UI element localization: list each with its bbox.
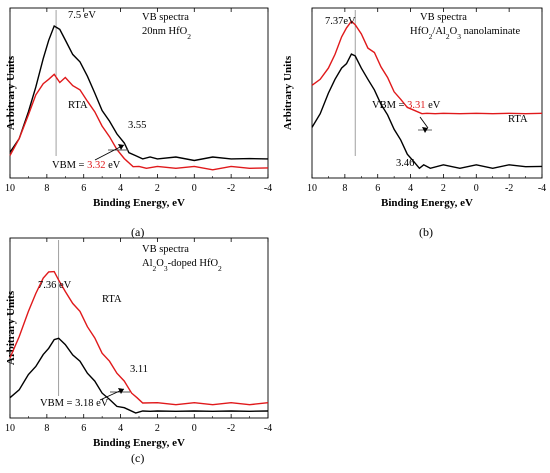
x-axis-title: Binding Energy, eV bbox=[381, 197, 473, 209]
x-tick-label: 10 bbox=[5, 183, 15, 194]
x-tick-label: 8 bbox=[44, 423, 49, 434]
plot-frame bbox=[9, 7, 269, 179]
x-tick-label: 6 bbox=[81, 183, 86, 194]
x-axis-title: Binding Energy, eV bbox=[93, 197, 185, 209]
x-tick-label: 6 bbox=[375, 183, 380, 194]
x-tick-label: -2 bbox=[505, 183, 513, 194]
panel-a: 10 8 6 4 2 0 -2 -4 Binding Energy, eV Arbitrary U… bbox=[5, 7, 272, 239]
peak-energy-label: 7.37eV bbox=[325, 16, 356, 27]
series-line-as-deposited bbox=[9, 24, 269, 162]
vbm-label: VBM = 3.32 eV bbox=[52, 160, 121, 171]
rta-label: RTA bbox=[68, 100, 88, 111]
x-tick-label: 0 bbox=[192, 423, 197, 434]
panel-letter: (c) bbox=[131, 451, 144, 465]
x-tick-label: 0 bbox=[192, 183, 197, 194]
peak-energy-label: 7.5 eV bbox=[68, 10, 96, 21]
rta-label: RTA bbox=[508, 114, 528, 125]
x-tick-label: 8 bbox=[342, 183, 347, 194]
x-tick-label: -2 bbox=[227, 423, 235, 434]
vbm-arrow-head bbox=[118, 388, 124, 394]
y-axis-title: Arbitrary Units bbox=[5, 290, 17, 365]
panel-b: 10 8 6 4 2 0 -2 -4 Binding Energy, eV Arbitrary U… bbox=[282, 7, 546, 239]
chart-text-line-2: Al2O3-doped HfO2 bbox=[142, 258, 222, 273]
chart-text-line-1: VB spectra bbox=[142, 244, 189, 255]
panel-letter: (b) bbox=[419, 225, 433, 239]
x-tick-label: 4 bbox=[118, 423, 123, 434]
plot-frame bbox=[9, 237, 269, 419]
vbm-label: VBM = 3.18 eV bbox=[40, 398, 109, 409]
y-axis-title: Arbitrary Units bbox=[5, 55, 17, 130]
chart-text-line-1: VB spectra bbox=[420, 12, 467, 23]
x-tick-label: -4 bbox=[264, 183, 272, 194]
x-tick-label: -4 bbox=[538, 183, 546, 194]
series-line-as-deposited bbox=[311, 53, 543, 170]
chart-text-line-2: 20nm HfO2 bbox=[142, 26, 191, 41]
onset-label: 3.55 bbox=[128, 120, 146, 131]
series-line-rta bbox=[9, 73, 269, 171]
peak-energy-label: 7.36 eV bbox=[38, 280, 72, 291]
series-line-rta bbox=[9, 270, 269, 406]
rta-label: RTA bbox=[102, 294, 122, 305]
vbm-arrow-head bbox=[118, 144, 124, 150]
x-tick-label: 4 bbox=[118, 183, 123, 194]
x-tick-label: 10 bbox=[5, 423, 15, 434]
series-line-rta bbox=[311, 20, 543, 115]
vbm-arrow bbox=[419, 116, 429, 129]
x-tick-label: -4 bbox=[264, 423, 272, 434]
panel-c: 10 8 6 4 2 0 -2 -4 Binding Energy, eV Arbitrary U… bbox=[5, 237, 272, 465]
vbm-arrow bbox=[94, 144, 125, 161]
x-tick-label: 6 bbox=[81, 423, 86, 434]
onset-label: 3.11 bbox=[130, 364, 148, 375]
x-tick-label: 10 bbox=[307, 183, 317, 194]
onset-label: 3.46 bbox=[396, 158, 414, 169]
series-line-as-deposited bbox=[9, 337, 269, 414]
x-tick-label: 4 bbox=[408, 183, 413, 194]
chart-text-line-1: VB spectra bbox=[142, 12, 189, 23]
x-axis-title: Binding Energy, eV bbox=[93, 437, 185, 449]
chart-text-line-2: HfO2/Al2O3 nanolaminate bbox=[410, 26, 520, 41]
vbm-label: VBM = 3.31 eV bbox=[372, 100, 441, 111]
y-axis-title: Arbitrary Units bbox=[282, 55, 294, 130]
vbm-arrow-head bbox=[422, 127, 428, 133]
x-tick-label: 2 bbox=[155, 423, 160, 434]
x-tick-label: 0 bbox=[474, 183, 479, 194]
x-tick-label: 2 bbox=[155, 183, 160, 194]
x-tick-label: -2 bbox=[227, 183, 235, 194]
panel-letter: (a) bbox=[131, 225, 144, 239]
x-tick-label: 2 bbox=[441, 183, 446, 194]
x-tick-label: 8 bbox=[44, 183, 49, 194]
